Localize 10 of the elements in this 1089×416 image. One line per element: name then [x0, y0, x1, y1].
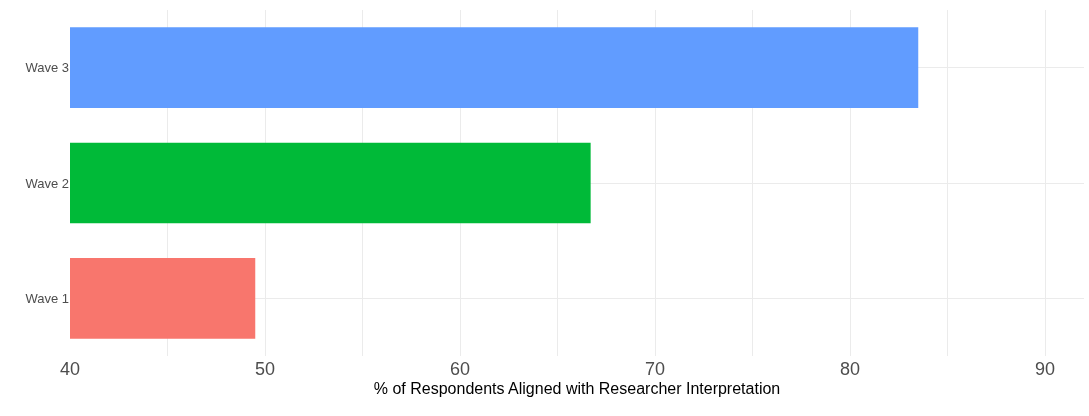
x-tick-label: 40 — [59, 359, 81, 379]
x-tick-label: 80 — [839, 359, 861, 379]
x-tick-label: 90 — [1034, 359, 1056, 379]
x-tick-label: 70 — [644, 359, 666, 379]
y-tick-label: Wave 1 — [25, 290, 69, 306]
x-tick-label: 50 — [254, 359, 276, 379]
y-tick-label: Wave 2 — [25, 175, 69, 191]
x-axis-title: % of Respondents Aligned with Researcher Interpretation — [373, 379, 781, 397]
x-tick-label: 60 — [449, 359, 471, 379]
y-tick-label: Wave 3 — [25, 60, 69, 76]
